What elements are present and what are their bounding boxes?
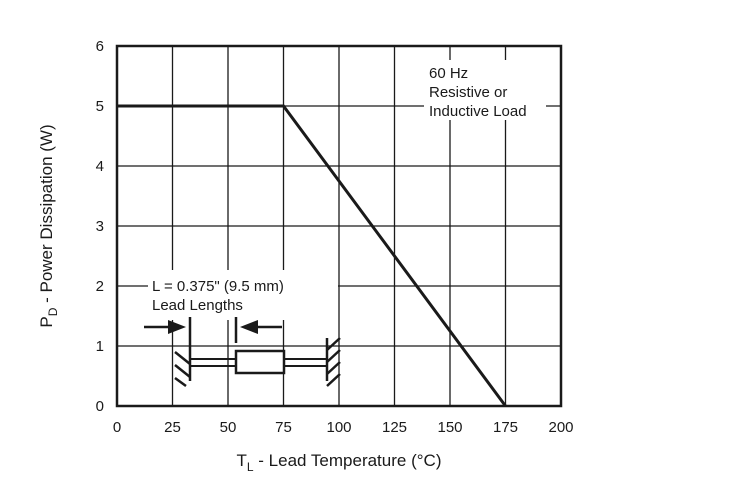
x-axis-label: TL - Lead Temperature (°C) [237,451,442,474]
tick-labels: 0 25 50 75 100 125 150 175 200 0 1 2 3 4 5 6 [96,38,574,436]
y-tick-label: 1 [96,338,104,355]
condition-annotation: 60 Hz Resistive or Inductive Load [424,60,546,120]
y-tick-label: 6 [96,38,104,55]
lead-length-diagram: L = 0.375" (9.5 mm) Lead Lengths [144,270,341,388]
y-tick-label: 3 [96,218,104,235]
plot-frame [115,44,563,408]
y-tick-label: 0 [96,398,104,415]
y-tick-label: 5 [96,98,104,115]
y-axis-label: PD - Power Dissipation (W) [37,124,60,327]
lead-label-line2: Lead Lengths [152,297,243,314]
left-hatch [174,351,191,388]
x-tick-label: 125 [382,419,407,436]
series-line [117,104,507,407]
condition-line2: Resistive or [429,84,507,101]
x-tick-label: 0 [113,419,121,436]
left-arrow-head [168,320,186,334]
x-tick-label: 175 [493,419,518,436]
y-tick-label: 2 [96,278,104,295]
condition-line3: Inductive Load [429,103,527,120]
right-hatch [326,337,341,387]
x-tick-label: 100 [326,419,351,436]
lead-label-line1: L = 0.375" (9.5 mm) [152,278,284,295]
x-tick-label: 50 [220,419,237,436]
x-tick-label: 25 [164,419,181,436]
x-tick-label: 200 [548,419,573,436]
right-arrow-head [240,320,258,334]
lead-label-background [148,270,338,320]
x-tick-label: 150 [437,419,462,436]
component-body [234,349,286,375]
condition-line1: 60 Hz [429,65,468,82]
x-tick-label: 75 [275,419,292,436]
y-tick-label: 4 [96,158,104,175]
